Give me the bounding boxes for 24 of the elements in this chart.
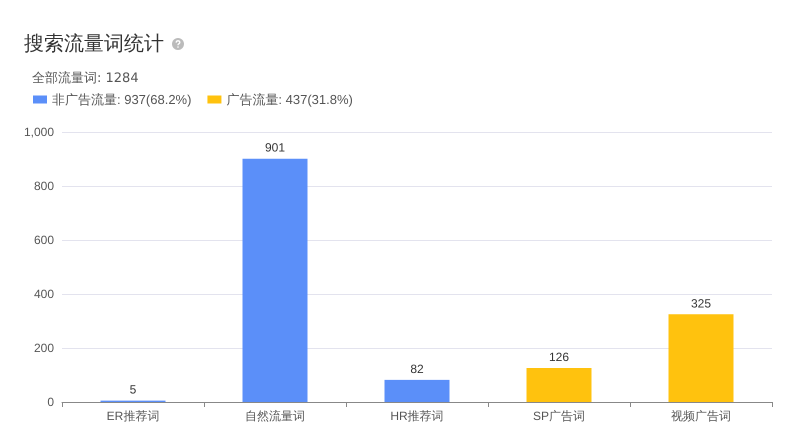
data-label: 82 <box>410 362 424 376</box>
x-tick-label: SP广告词 <box>532 409 586 423</box>
data-label: 126 <box>548 350 570 364</box>
bar <box>668 314 734 402</box>
data-label: 901 <box>264 140 286 155</box>
legend-label: 非广告流量: 937(68.2%) <box>52 92 192 107</box>
y-tick-label: 1,000 <box>24 125 54 139</box>
data-label: 325 <box>690 296 712 310</box>
data-label: 5 <box>130 382 137 397</box>
chart-title: 搜索流量词统计 <box>24 30 164 57</box>
y-tick-label: 600 <box>34 233 54 247</box>
y-tick-label: 0 <box>47 395 54 409</box>
y-tick-label: 800 <box>34 179 54 193</box>
bar <box>384 380 450 402</box>
bar <box>242 158 308 402</box>
x-tick-label: 视频广告词 <box>671 409 731 423</box>
legend-label: 广告流量: 437(31.8%) <box>226 92 353 107</box>
chart-subtitle: 全部流量词: 1284 <box>32 70 139 87</box>
x-tick-label: HR推荐词 <box>390 409 444 423</box>
bar <box>526 368 592 402</box>
y-tick-label: 400 <box>34 287 54 301</box>
x-tick-label: ER推荐词 <box>106 409 160 423</box>
y-tick-label: 200 <box>34 341 54 355</box>
x-tick-label: 自然流量词 <box>245 409 305 423</box>
